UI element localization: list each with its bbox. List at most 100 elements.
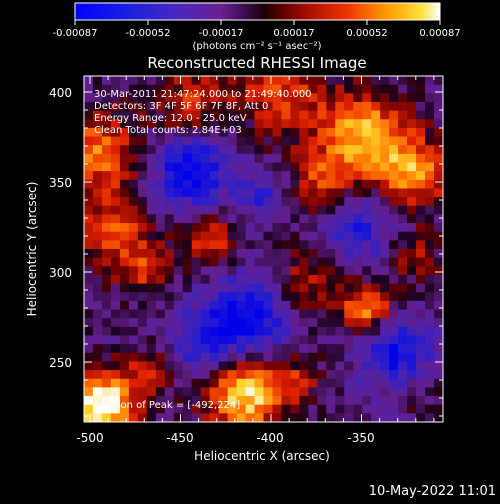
heatmap-cell: [101, 396, 112, 406]
heatmap-cell: [137, 188, 148, 198]
heatmap-cell: [182, 145, 193, 155]
heatmap-cell: [263, 119, 274, 129]
heatmap-cell: [308, 101, 318, 112]
heatmap-cell: [353, 110, 363, 120]
heatmap-cell: [182, 101, 193, 112]
heatmap-cell: [299, 309, 309, 319]
heatmap-cell: [398, 361, 408, 371]
heatmap-cell: [92, 309, 103, 319]
heatmap-cell: [128, 404, 139, 414]
heatmap-cell: [434, 179, 443, 190]
heatmap-cell: [173, 274, 184, 285]
heatmap-cell: [344, 413, 354, 422]
heatmap-cell: [119, 231, 130, 241]
heatmap-cell: [209, 119, 220, 129]
heatmap-cell: [119, 214, 130, 224]
heatmap-cell: [164, 162, 175, 172]
heatmap-cell: [326, 249, 336, 259]
heatmap-cell: [326, 274, 336, 285]
heatmap-cell: [84, 326, 94, 337]
heatmap-cell: [137, 413, 148, 422]
heatmap-cell: [344, 292, 354, 302]
heatmap-cell: [434, 292, 443, 302]
heatmap-cell: [434, 205, 443, 215]
heatmap-cell: [425, 352, 435, 363]
heatmap-cell: [434, 283, 443, 293]
heatmap-cell: [155, 240, 166, 250]
heatmap-cell: [191, 300, 202, 311]
heatmap-cell: [380, 370, 390, 380]
heatmap-cell: [164, 344, 175, 354]
heatmap-cell: [191, 352, 202, 363]
heatmap-cell: [146, 101, 157, 112]
heatmap-cell: [155, 318, 166, 328]
heatmap-cell: [209, 396, 220, 406]
heatmap-cell: [308, 93, 318, 103]
heatmap-cell: [200, 179, 211, 190]
colorbar-gradient: [75, 3, 440, 20]
heatmap-cell: [434, 387, 443, 397]
heatmap-cell: [425, 257, 435, 267]
heatmap-cell: [92, 127, 103, 138]
heatmap-cell: [416, 119, 426, 129]
heatmap-cell: [200, 145, 211, 155]
heatmap-cell: [290, 335, 300, 345]
heatmap-cell: [182, 309, 193, 319]
heatmap-cell: [164, 240, 175, 250]
heatmap-cell: [290, 292, 300, 302]
heatmap-cell: [245, 387, 256, 397]
heatmap-cell: [281, 249, 292, 259]
heatmap-cell: [344, 266, 354, 276]
heatmap-cell: [110, 352, 121, 363]
heatmap-cell: [182, 249, 193, 259]
heatmap-cell: [308, 223, 318, 233]
heatmap-cell: [380, 223, 390, 233]
heatmap-cell: [362, 240, 372, 250]
heatmap-cell: [371, 136, 381, 146]
heatmap-cell: [308, 318, 318, 328]
heatmap-cell: [407, 413, 417, 422]
heatmap-cell: [308, 119, 318, 129]
heatmap-cell: [281, 370, 292, 380]
heatmap-cell: [92, 283, 103, 293]
heatmap-cell: [84, 162, 94, 172]
heatmap-cell: [245, 101, 256, 112]
heatmap-cell: [317, 76, 327, 86]
heatmap-cell: [263, 231, 274, 241]
heatmap-cell: [407, 361, 417, 371]
heatmap-cell: [326, 387, 336, 397]
heatmap-cell: [281, 396, 292, 406]
heatmap-cell: [416, 326, 426, 337]
heatmap-cell: [101, 274, 112, 285]
heatmap-cell: [110, 188, 121, 198]
heatmap-cell: [371, 153, 381, 164]
heatmap-cell: [335, 361, 345, 371]
heatmap-cell: [137, 205, 148, 215]
heatmap-cell: [227, 231, 238, 241]
heatmap-cell: [344, 240, 354, 250]
heatmap-cell: [209, 76, 220, 86]
heatmap-cell: [371, 257, 381, 267]
heatmap-cell: [191, 249, 202, 259]
heatmap-cell: [335, 205, 345, 215]
heatmap-cell: [245, 119, 256, 129]
heatmap-cell: [425, 413, 435, 422]
heatmap-cell: [398, 214, 408, 224]
heatmap-cell: [344, 136, 354, 146]
heatmap-cell: [119, 361, 130, 371]
heatmap-cell: [353, 145, 363, 155]
heatmap-cell: [218, 127, 229, 138]
heatmap-cell: [389, 326, 399, 337]
heatmap-cell: [245, 240, 256, 250]
heatmap-cell: [218, 309, 229, 319]
heatmap-cell: [182, 179, 193, 190]
heatmap-cell: [218, 145, 229, 155]
heatmap-cell: [272, 110, 283, 120]
heatmap-cell: [155, 266, 166, 276]
heatmap-cell: [155, 361, 166, 371]
heatmap-cell: [137, 179, 148, 190]
heatmap-cell: [218, 292, 229, 302]
heatmap-cell: [110, 300, 121, 311]
heatmap-cell: [407, 171, 417, 181]
